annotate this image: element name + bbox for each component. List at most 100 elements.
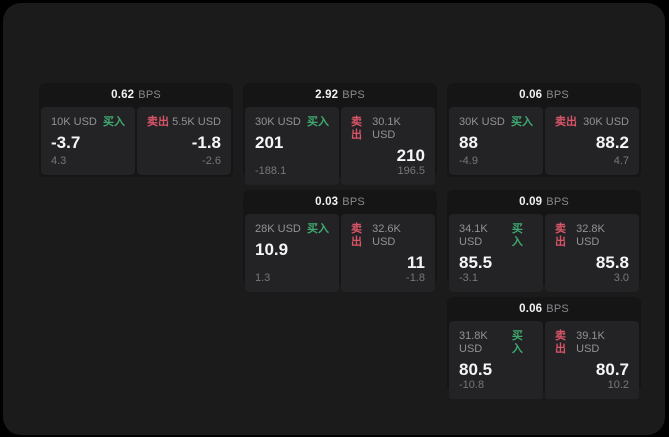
sell-panel[interactable]: 卖出 5.5K USD -1.8 -2.6 [137, 107, 231, 175]
bps-header: 0.62 BPS [39, 83, 233, 107]
quote-card-body: 30K USD 买入 88 -4.9 卖出 30K USD 88.2 4.7 [447, 107, 641, 177]
sell-panel-header: 卖出 39.1K USD [555, 330, 629, 356]
quote-card-body: 34.1K USD 买入 85.5 -3.1 卖出 32.8K USD 85.8… [447, 214, 641, 294]
buy-delta: 4.3 [51, 155, 67, 167]
bps-header: 0.09 BPS [447, 190, 641, 214]
buy-panel-header: 10K USD 买入 [51, 116, 125, 129]
sell-panel-header: 卖出 5.5K USD [147, 116, 221, 129]
sell-panel-header: 卖出 30K USD [555, 116, 629, 129]
sell-delta: 196.5 [397, 165, 425, 177]
buy-panel[interactable]: 34.1K USD 买入 85.5 -3.1 [449, 214, 543, 292]
sell-size-label: 39.1K USD [576, 330, 605, 355]
buy-panel[interactable]: 10K USD 买入 -3.7 4.3 [41, 107, 135, 175]
buy-price: 80.5 [459, 360, 493, 379]
buy-side-label: 买入 [307, 223, 329, 235]
buy-size-label: 34.1K USD [459, 223, 488, 248]
bps-unit-label: BPS [138, 89, 161, 101]
buy-price: 201 [255, 133, 284, 152]
sell-size-label: 32.6K USD [372, 223, 401, 248]
sell-size-label: 5.5K USD [172, 116, 221, 128]
buy-side-label: 买入 [511, 330, 523, 355]
quote-card: 0.06 BPS 31.8K USD 买入 80.5 -10.8 卖出 39.1… [447, 297, 641, 399]
bps-header: 0.06 BPS [447, 83, 641, 107]
sell-panel[interactable]: 卖出 32.6K USD 11 -1.8 [341, 214, 435, 292]
buy-panel[interactable]: 31.8K USD 买入 80.5 -10.8 [449, 321, 543, 399]
buy-size-label: 30K USD [255, 116, 301, 128]
quote-card-body: 30K USD 买入 201 -188.1 卖出 30.1K USD 210 1… [243, 107, 437, 187]
buy-delta: -188.1 [255, 165, 287, 177]
buy-delta: -4.9 [459, 155, 478, 167]
buy-panel-header: 34.1K USD 买入 [459, 223, 533, 249]
bps-value: 2.92 [315, 89, 339, 101]
sell-side-label: 卖出 [555, 223, 566, 248]
sell-size-label: 30.1K USD [372, 116, 401, 141]
buy-side-label: 买入 [511, 116, 533, 128]
sell-price: 80.7 [595, 360, 629, 379]
quote-card: 0.62 BPS 10K USD 买入 -3.7 4.3 卖出 5.5K USD… [39, 83, 233, 177]
main-panel: 0.62 BPS 10K USD 买入 -3.7 4.3 卖出 5.5K USD… [3, 3, 665, 435]
bps-unit-label: BPS [546, 89, 569, 101]
sell-side-label: 卖出 [147, 116, 169, 128]
buy-price: -3.7 [51, 133, 81, 152]
bps-value: 0.06 [519, 89, 543, 101]
quote-card: 0.09 BPS 34.1K USD 买入 85.5 -3.1 卖出 32.8K… [447, 190, 641, 292]
quote-cards-grid: 0.62 BPS 10K USD 买入 -3.7 4.3 卖出 5.5K USD… [39, 83, 641, 399]
buy-delta: -3.1 [459, 272, 478, 284]
bps-unit-label: BPS [342, 89, 365, 101]
quote-card-body: 31.8K USD 买入 80.5 -10.8 卖出 39.1K USD 80.… [447, 321, 641, 401]
sell-delta: -2.6 [202, 155, 221, 167]
buy-price: 85.5 [459, 253, 493, 272]
bps-unit-label: BPS [342, 196, 365, 208]
buy-panel[interactable]: 30K USD 买入 88 -4.9 [449, 107, 543, 175]
buy-price: 10.9 [255, 240, 289, 259]
quote-card: 0.06 BPS 30K USD 买入 88 -4.9 卖出 30K USD 8… [447, 83, 641, 177]
quote-card-body: 28K USD 买入 10.9 1.3 卖出 32.6K USD 11 -1.8 [243, 214, 437, 294]
sell-side-label: 卖出 [555, 330, 566, 355]
sell-panel-header: 卖出 32.6K USD [351, 223, 425, 249]
bps-value: 0.09 [519, 196, 543, 208]
bps-value: 0.62 [111, 89, 135, 101]
buy-panel-header: 28K USD 买入 [255, 223, 329, 236]
sell-panel[interactable]: 卖出 30K USD 88.2 4.7 [545, 107, 639, 175]
bps-header: 2.92 BPS [243, 83, 437, 107]
quote-card: 0.03 BPS 28K USD 买入 10.9 1.3 卖出 32.6K US… [243, 190, 437, 292]
bps-unit-label: BPS [546, 196, 569, 208]
buy-panel[interactable]: 28K USD 买入 10.9 1.3 [245, 214, 339, 292]
sell-panel[interactable]: 卖出 39.1K USD 80.7 10.2 [545, 321, 639, 399]
bps-header: 0.03 BPS [243, 190, 437, 214]
buy-panel[interactable]: 30K USD 买入 201 -188.1 [245, 107, 339, 185]
buy-size-label: 30K USD [459, 116, 505, 128]
quote-card-body: 10K USD 买入 -3.7 4.3 卖出 5.5K USD -1.8 -2.… [39, 107, 233, 177]
sell-panel-header: 卖出 30.1K USD [351, 116, 425, 142]
sell-size-label: 30K USD [583, 116, 629, 128]
sell-side-label: 卖出 [351, 116, 362, 141]
sell-delta: 4.7 [613, 155, 629, 167]
buy-side-label: 买入 [511, 223, 523, 248]
sell-panel-header: 卖出 32.8K USD [555, 223, 629, 249]
buy-price: 88 [459, 133, 478, 152]
buy-size-label: 28K USD [255, 223, 301, 235]
buy-size-label: 31.8K USD [459, 330, 488, 355]
buy-side-label: 买入 [307, 116, 329, 128]
buy-side-label: 买入 [103, 116, 125, 128]
bps-unit-label: BPS [546, 303, 569, 315]
sell-price: 210 [396, 146, 425, 165]
sell-side-label: 卖出 [351, 223, 362, 248]
bps-header: 0.06 BPS [447, 297, 641, 321]
buy-panel-header: 31.8K USD 买入 [459, 330, 533, 356]
sell-delta: 10.2 [607, 379, 629, 391]
buy-delta: -10.8 [459, 379, 485, 391]
sell-delta: 3.0 [613, 272, 629, 284]
sell-size-label: 32.8K USD [576, 223, 605, 248]
buy-delta: 1.3 [255, 272, 271, 284]
buy-panel-header: 30K USD 买入 [255, 116, 329, 129]
bps-value: 0.03 [315, 196, 339, 208]
buy-size-label: 10K USD [51, 116, 97, 128]
quote-card: 2.92 BPS 30K USD 买入 201 -188.1 卖出 30.1K … [243, 83, 437, 185]
sell-delta: -1.8 [406, 272, 425, 284]
sell-price: 11 [407, 253, 425, 272]
sell-price: 88.2 [595, 133, 629, 152]
sell-price: -1.8 [191, 133, 221, 152]
sell-panel[interactable]: 卖出 32.8K USD 85.8 3.0 [545, 214, 639, 292]
sell-panel[interactable]: 卖出 30.1K USD 210 196.5 [341, 107, 435, 185]
